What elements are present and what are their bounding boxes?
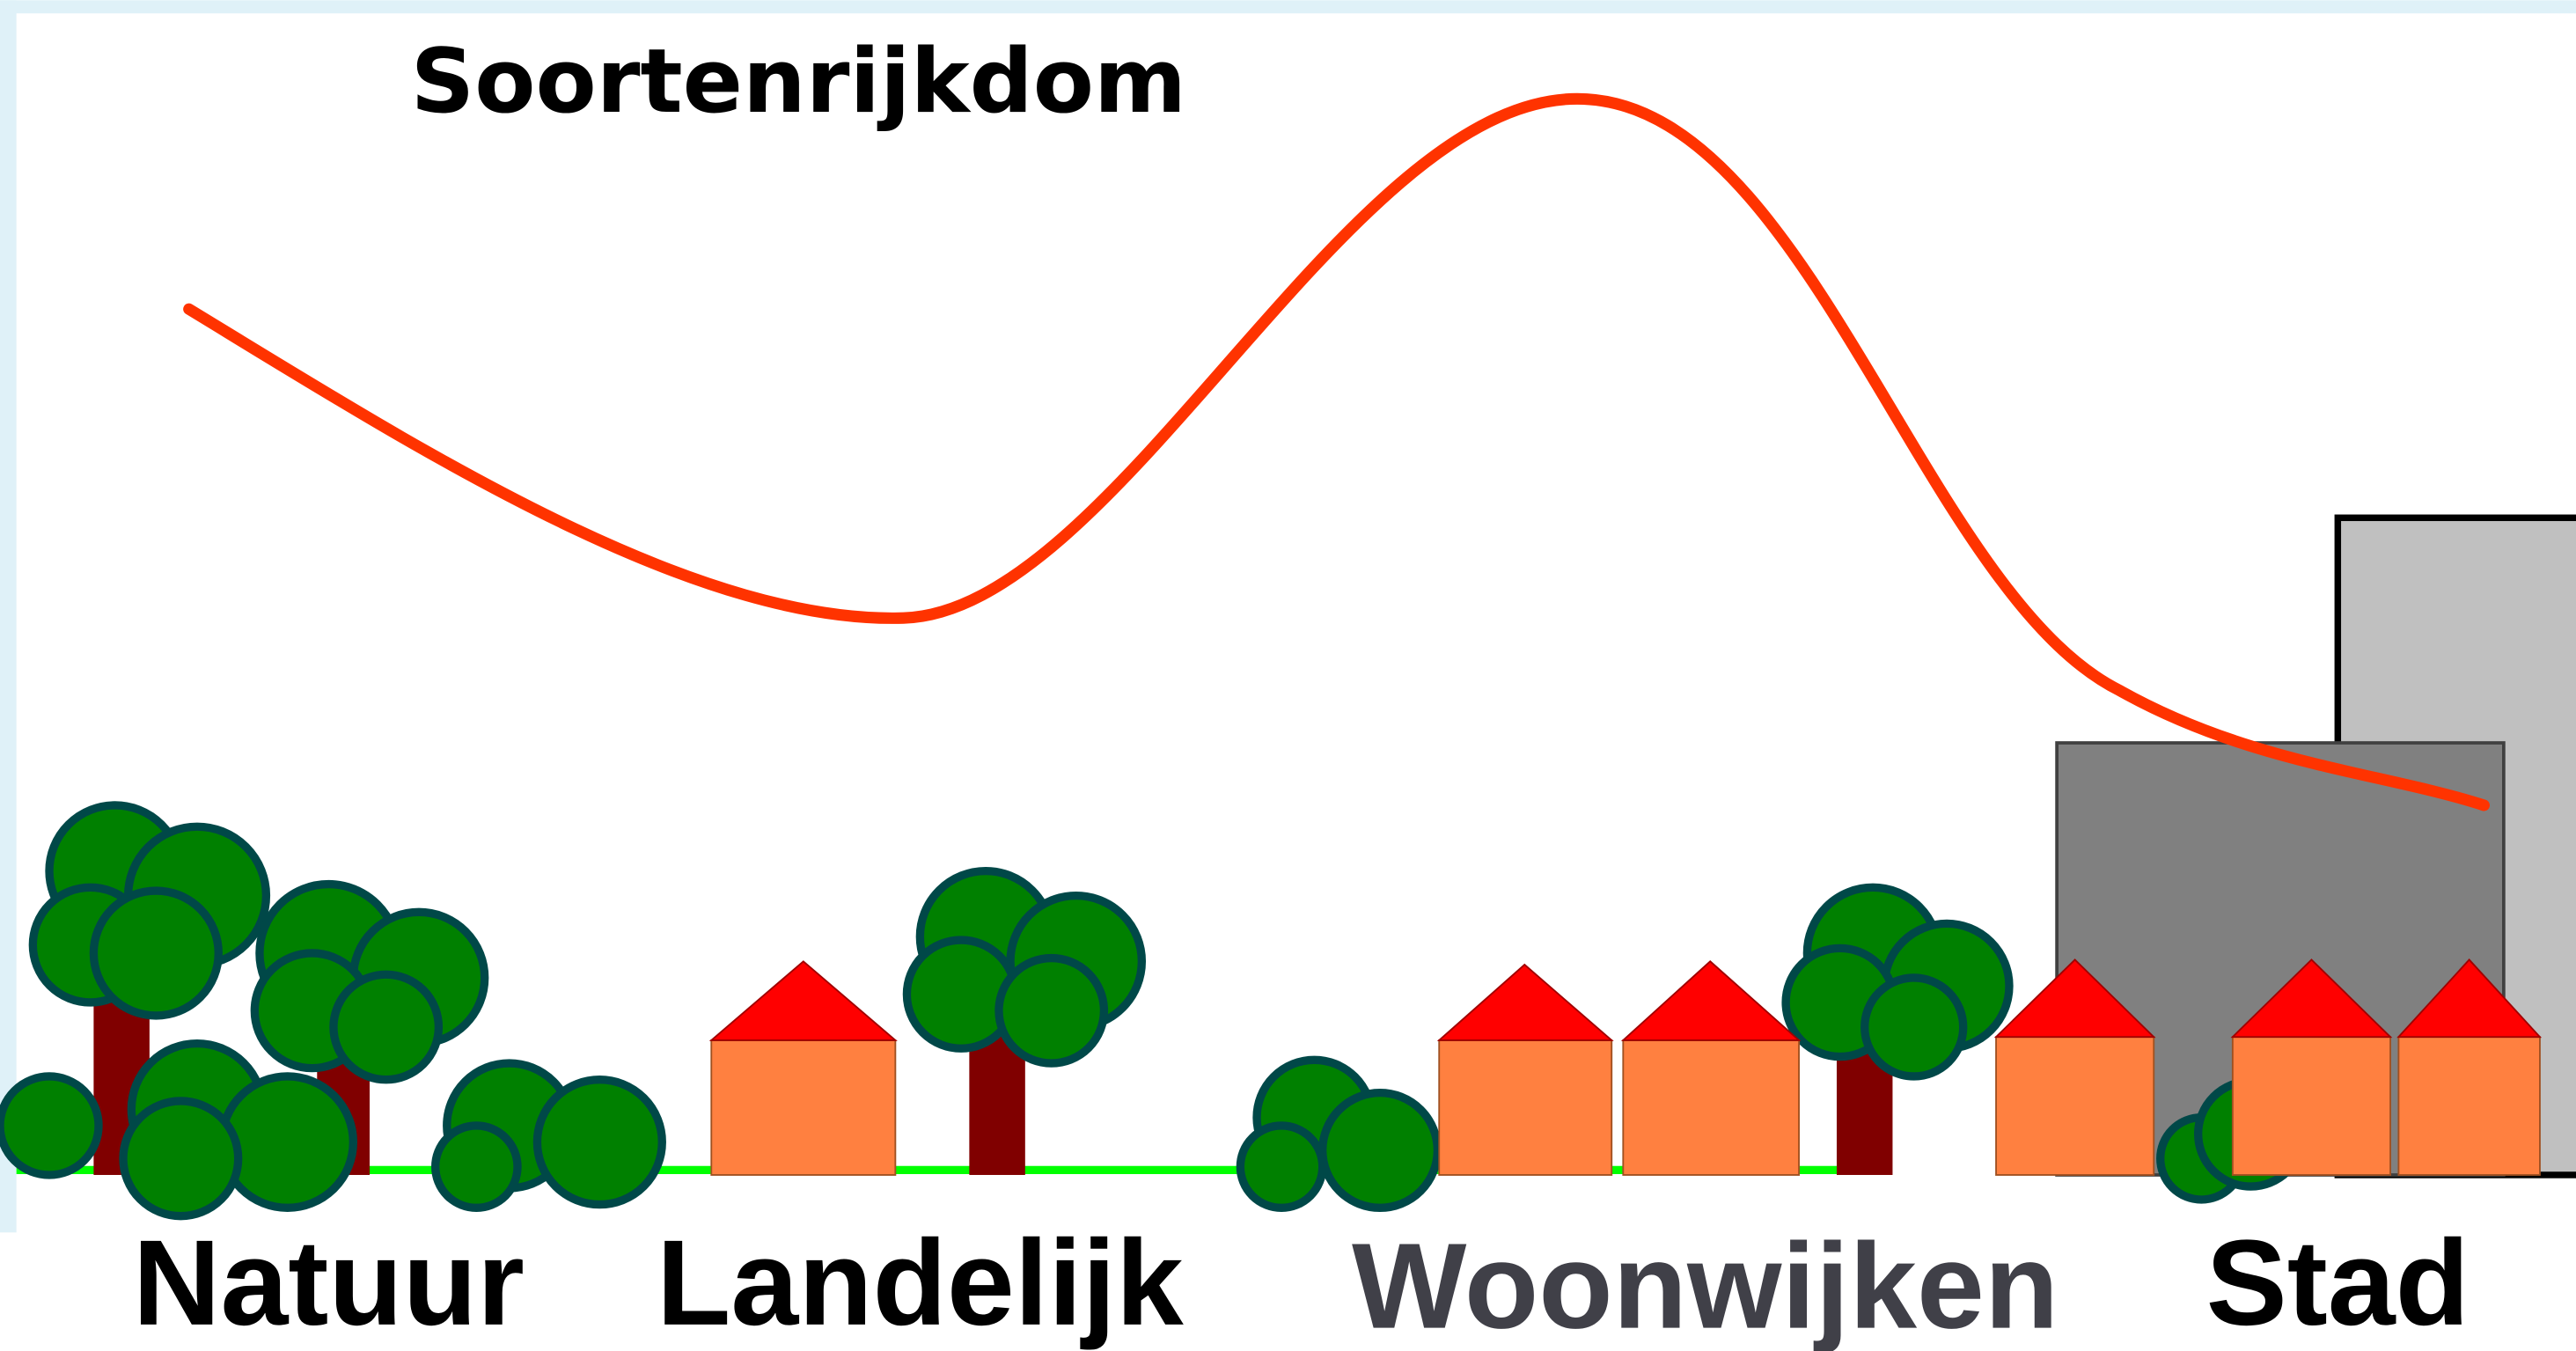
title: Soortenrijkdom — [411, 29, 1186, 133]
species-curve — [183, 92, 2490, 811]
house — [2230, 958, 2393, 1176]
bush — [1236, 1055, 2308, 1212]
label: Natuur — [133, 1215, 525, 1351]
house — [708, 960, 898, 1176]
tree — [28, 801, 271, 1175]
tree — [1781, 883, 2014, 1175]
label: Stad — [2206, 1215, 2470, 1351]
label: Landelijk — [657, 1215, 1184, 1351]
house — [1620, 960, 1802, 1176]
frame-left — [0, 0, 17, 1233]
house — [1436, 963, 1614, 1176]
tree — [902, 866, 1147, 1175]
bush — [0, 1039, 666, 1221]
house — [2396, 958, 2543, 1176]
house — [1993, 958, 2156, 1176]
label: Woonwijken — [1352, 1219, 2059, 1351]
frame-top — [0, 0, 2576, 14]
